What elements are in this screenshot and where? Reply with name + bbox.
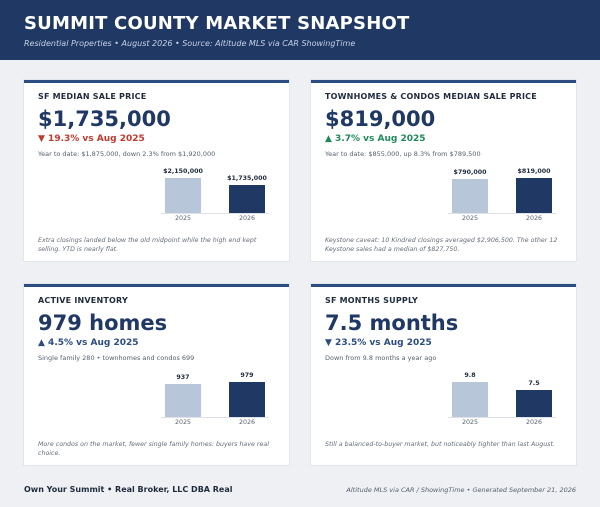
card-title: ACTIVE INVENTORY bbox=[38, 296, 128, 305]
chart-bar-2025 bbox=[452, 382, 488, 417]
metric-change: ▼ 23.5% vs Aug 2025 bbox=[325, 338, 432, 348]
chart-year-label: 2026 bbox=[238, 215, 256, 222]
card-title: SF MONTHS SUPPLY bbox=[325, 296, 418, 305]
card-note: Still a balanced-to-buyer market, but no… bbox=[325, 441, 556, 448]
chart-baseline bbox=[161, 417, 269, 418]
chart-bar-value-label: $2,150,000 bbox=[163, 168, 203, 175]
card-note: Keystone caveat: 10 Kindred closings ave… bbox=[325, 237, 558, 253]
chart-bar-value-label: $790,000 bbox=[453, 169, 487, 176]
chart-bar-value-label: 937 bbox=[176, 374, 190, 381]
chart-bar-2026 bbox=[229, 185, 265, 213]
chart-year-label: 2025 bbox=[461, 215, 479, 222]
card-townhome-condo-median-price: TOWNHOMES & CONDOS MEDIAN SALE PRICE $81… bbox=[311, 80, 576, 261]
chart-bar-value-label: $819,000 bbox=[517, 168, 551, 175]
metric-value: $1,735,000 bbox=[38, 107, 171, 131]
metric-change: ▼ 19.3% vs Aug 2025 bbox=[38, 134, 145, 144]
chart-bar-2026 bbox=[229, 382, 265, 417]
chart-year-label: 2025 bbox=[174, 419, 192, 426]
chart-year-label: 2025 bbox=[174, 215, 192, 222]
metric-subtext: Down from 9.8 months a year ago bbox=[325, 354, 437, 362]
card-title: TOWNHOMES & CONDOS MEDIAN SALE PRICE bbox=[325, 92, 537, 101]
footer-source: Altitude MLS via CAR / ShowingTime • Gen… bbox=[346, 486, 576, 494]
card-title: SF MEDIAN SALE PRICE bbox=[38, 92, 147, 101]
chart-bar-2025 bbox=[452, 179, 488, 213]
chart-year-label: 2026 bbox=[238, 419, 256, 426]
chart-bar-2025 bbox=[165, 178, 201, 213]
card-note: Extra closings landed below the old midp… bbox=[38, 237, 257, 253]
metric-value: 7.5 months bbox=[325, 311, 459, 335]
card-sf-median-price: SF MEDIAN SALE PRICE $1,735,000 ▼ 19.3% … bbox=[24, 80, 289, 261]
metric-subtext: Single family 280 • townhomes and condos… bbox=[38, 354, 195, 362]
chart-bar-2026 bbox=[516, 178, 552, 213]
card-sf-months-supply: SF MONTHS SUPPLY 7.5 months ▼ 23.5% vs A… bbox=[311, 284, 576, 465]
metric-change: ▲ 3.7% vs Aug 2025 bbox=[325, 134, 426, 144]
chart-year-label: 2026 bbox=[525, 215, 543, 222]
chart-baseline bbox=[448, 417, 556, 418]
chart-bar-value-label: 7.5 bbox=[528, 380, 540, 387]
chart-bar-value-label: 9.8 bbox=[464, 372, 476, 379]
metric-value: 979 homes bbox=[38, 311, 168, 335]
chart-bar-value-label: $1,735,000 bbox=[227, 175, 267, 182]
chart-baseline bbox=[448, 213, 556, 214]
chart-year-label: 2026 bbox=[525, 419, 543, 426]
card-note: More condos on the market, fewer single … bbox=[38, 441, 269, 457]
card-active-inventory: ACTIVE INVENTORY 979 homes ▲ 4.5% vs Aug… bbox=[24, 284, 289, 465]
metric-change: ▲ 4.5% vs Aug 2025 bbox=[38, 338, 139, 348]
chart-bar-2025 bbox=[165, 384, 201, 417]
chart-year-label: 2025 bbox=[461, 419, 479, 426]
metric-subtext: Year to date: $855,000, up 8.3% from $78… bbox=[325, 150, 481, 158]
metric-subtext: Year to date: $1,875,000, down 2.3% from… bbox=[38, 150, 216, 158]
report-header: SUMMIT COUNTY MARKET SNAPSHOT Residentia… bbox=[0, 0, 600, 60]
report-title: SUMMIT COUNTY MARKET SNAPSHOT bbox=[24, 13, 410, 34]
report-subtitle: Residential Properties • August 2026 • S… bbox=[24, 39, 356, 48]
footer-brand: Own Your Summit • Real Broker, LLC DBA R… bbox=[24, 485, 233, 494]
chart-bar-2026 bbox=[516, 390, 552, 417]
chart-bar-value-label: 979 bbox=[240, 372, 254, 379]
chart-baseline bbox=[161, 213, 269, 214]
metric-value: $819,000 bbox=[325, 107, 436, 131]
